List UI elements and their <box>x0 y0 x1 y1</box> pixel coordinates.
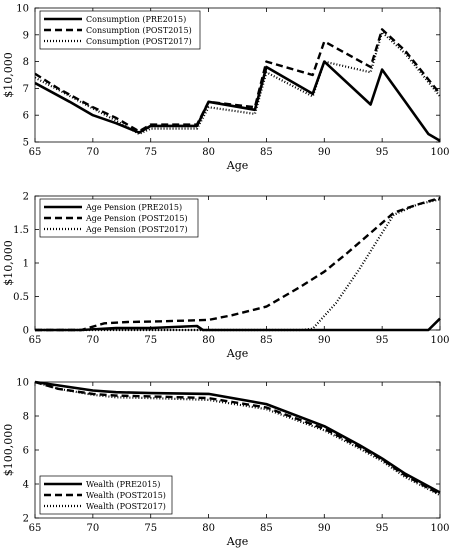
y-axis-title: $100,000 <box>2 424 15 477</box>
series-line-dashed <box>35 28 441 133</box>
x-axis-title: Age <box>226 159 249 172</box>
x-tick-label: 85 <box>260 523 273 534</box>
legend-entry: Consumption (PRE2015) <box>86 15 186 24</box>
x-tick-label: 75 <box>144 147 157 158</box>
legend-entry: Age Pension (POST2015) <box>85 214 188 223</box>
legend-entry: Age Pension (PRE2015) <box>85 203 182 212</box>
x-tick-label: 80 <box>202 523 215 534</box>
x-tick-label: 75 <box>144 335 157 346</box>
x-tick-label: 80 <box>202 335 215 346</box>
y-tick-label: 2 <box>23 192 29 203</box>
x-tick-label: 75 <box>144 523 157 534</box>
x-tick-label: 70 <box>86 147 99 158</box>
x-tick-label: 95 <box>376 335 389 346</box>
y-tick-label: 6 <box>23 111 29 122</box>
age-pension-panel: 65 70 75 80 85 90 95 100 0 0.5 1 1.5 2 Age $10,000 Age … <box>2 192 450 361</box>
y-tick-label: 6 <box>23 446 29 457</box>
x-axis-title: Age <box>226 347 249 360</box>
legend-entry: Consumption (POST2015) <box>86 26 192 35</box>
y-tick-label: 2 <box>23 514 29 525</box>
x-tick-label: 95 <box>376 147 389 158</box>
x-tick-label: 70 <box>86 523 99 534</box>
series-line-dashed <box>35 380 441 496</box>
y-tick-label: 9 <box>23 30 29 41</box>
series-line-dashed <box>35 196 441 332</box>
x-tick-label: 85 <box>260 335 273 346</box>
legend: Consumption (PRE2015) Consumption (POST20… <box>39 10 201 50</box>
y-tick-label: 7 <box>23 84 29 95</box>
legend: Age Pension (PRE2015) Age Pension (POST20… <box>39 198 199 238</box>
y-tick-label: 4 <box>23 480 29 491</box>
x-tick-label: 90 <box>318 523 331 534</box>
x-tick-label: 85 <box>260 147 273 158</box>
y-tick-label: 1.5 <box>13 225 29 236</box>
y-tick-label: 5 <box>23 138 29 149</box>
legend-entry: Wealth (POST2015) <box>86 491 166 500</box>
legend-entry: Consumption (POST2017) <box>86 37 192 46</box>
series-line-dotted <box>35 30 441 136</box>
x-tick-label: 90 <box>318 147 331 158</box>
x-tick-label: 65 <box>29 147 42 158</box>
x-tick-label: 100 <box>430 523 449 534</box>
legend-entry: Wealth (PRE2015) <box>86 480 160 489</box>
x-axis-title: Age <box>226 535 249 548</box>
consumption-panel: 65 70 75 80 85 90 95 100 5 6 7 8 9 10 Age $10,000 Consum… <box>2 4 450 173</box>
y-tick-label: 8 <box>23 412 29 423</box>
y-tick-label: 10 <box>16 378 29 389</box>
y-axis-title: $10,000 <box>2 52 15 98</box>
y-tick-label: 10 <box>16 4 29 15</box>
y-tick-label: 0 <box>23 326 29 337</box>
x-tick-label: 90 <box>318 335 331 346</box>
legend-entry: Wealth (POST2017) <box>86 502 166 511</box>
legend-entry: Age Pension (POST2017) <box>85 225 188 234</box>
x-tick-label: 100 <box>430 147 449 158</box>
x-tick-label: 65 <box>29 523 42 534</box>
x-tick-label: 100 <box>430 335 449 346</box>
series-line-solid <box>35 60 441 142</box>
x-tick-label: 95 <box>376 523 389 534</box>
x-tick-label: 65 <box>29 335 42 346</box>
wealth-panel: 65 70 75 80 85 90 95 100 2 4 6 8 10 Age $100,000 Wealth… <box>2 378 450 549</box>
x-tick-label: 70 <box>86 335 99 346</box>
y-tick-label: 8 <box>23 57 29 68</box>
y-axis-title: $10,000 <box>2 240 15 286</box>
legend: Wealth (PRE2015) Wealth (POST2015) Wealth … <box>39 475 173 515</box>
x-tick-label: 80 <box>202 147 215 158</box>
y-tick-label: 0.5 <box>13 292 29 303</box>
y-tick-label: 1 <box>23 259 29 270</box>
series-line-dotted <box>35 380 441 497</box>
series-line-solid <box>35 317 441 332</box>
